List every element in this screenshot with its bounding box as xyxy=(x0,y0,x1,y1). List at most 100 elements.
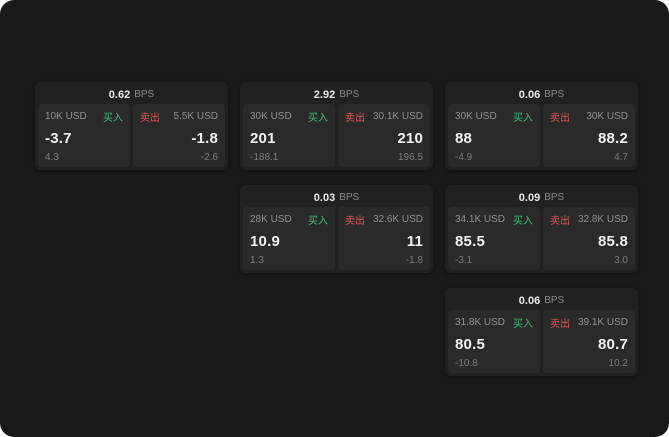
buy-label: 买入 xyxy=(308,113,328,124)
buy-price: 88 xyxy=(455,129,473,147)
sell-delta: 3.0 xyxy=(614,255,628,266)
buy-panel[interactable]: 31.8K USD 买入 80.5 -10.8 xyxy=(448,310,540,373)
spread-header: 0.09 BPS xyxy=(448,188,635,207)
sell-price: 85.8 xyxy=(598,232,628,250)
buy-panel[interactable]: 34.1K USD 买入 85.5 -3.1 xyxy=(448,207,540,270)
spread-header: 2.92 BPS xyxy=(243,85,430,104)
spread-header: 0.06 BPS xyxy=(448,85,635,104)
spread-value: 0.06 xyxy=(518,294,541,307)
bps-label: BPS xyxy=(134,89,155,100)
buy-delta: 4.3 xyxy=(45,152,59,163)
buy-label: 买入 xyxy=(513,319,533,330)
spread-value: 0.09 xyxy=(518,191,541,204)
buy-label: 买入 xyxy=(308,216,328,227)
spread-header: 0.62 BPS xyxy=(38,85,225,104)
buy-top-row: 30K USD 买入 xyxy=(250,109,328,124)
sell-panel[interactable]: 卖出 5.5K USD -1.8 -2.6 xyxy=(133,104,225,167)
sell-top-row: 卖出 5.5K USD xyxy=(140,109,218,124)
sell-delta: 10.2 xyxy=(608,358,628,369)
quote-body: 31.8K USD 买入 80.5 -10.8 卖出 39.1K USD 80.… xyxy=(448,310,635,373)
quote-card: 0.06 BPS 31.8K USD 买入 80.5 -10.8 卖出 39.1… xyxy=(445,288,638,376)
buy-size-label: 10K USD xyxy=(45,111,87,122)
quote-card: 2.92 BPS 30K USD 买入 201 -188.1 卖出 30.1K … xyxy=(240,82,433,170)
sell-panel[interactable]: 卖出 39.1K USD 80.7 10.2 xyxy=(543,310,635,373)
bps-label: BPS xyxy=(544,295,565,306)
buy-top-row: 30K USD 买入 xyxy=(455,109,533,124)
quote-body: 30K USD 买入 88 -4.9 卖出 30K USD 88.2 4.7 xyxy=(448,104,635,167)
sell-label: 卖出 xyxy=(550,319,570,330)
sell-label: 卖出 xyxy=(550,113,570,124)
buy-panel[interactable]: 30K USD 买入 201 -188.1 xyxy=(243,104,335,167)
sell-panel[interactable]: 卖出 32.6K USD 11 -1.8 xyxy=(338,207,430,270)
buy-top-row: 34.1K USD 买入 xyxy=(455,212,533,227)
sell-delta: 4.7 xyxy=(614,152,628,163)
sell-delta: -1.8 xyxy=(405,255,423,266)
buy-size-label: 31.8K USD xyxy=(455,317,506,328)
bps-label: BPS xyxy=(544,89,565,100)
sell-price: 88.2 xyxy=(598,129,628,147)
sell-top-row: 卖出 32.6K USD xyxy=(345,212,423,227)
spread-value: 0.62 xyxy=(108,88,131,101)
sell-panel[interactable]: 卖出 30K USD 88.2 4.7 xyxy=(543,104,635,167)
buy-delta: 1.3 xyxy=(250,255,264,266)
quote-body: 34.1K USD 买入 85.5 -3.1 卖出 32.8K USD 85.8… xyxy=(448,207,635,270)
buy-top-row: 28K USD 买入 xyxy=(250,212,328,227)
buy-price: 80.5 xyxy=(455,335,485,353)
sell-top-row: 卖出 32.8K USD xyxy=(550,212,628,227)
quote-body: 10K USD 买入 -3.7 4.3 卖出 5.5K USD -1.8 -2.… xyxy=(38,104,225,167)
bps-label: BPS xyxy=(544,192,565,203)
sell-size-label: 5.5K USD xyxy=(173,111,218,122)
bps-label: BPS xyxy=(339,89,360,100)
buy-size-label: 28K USD xyxy=(250,214,292,225)
spread-value: 0.03 xyxy=(313,191,336,204)
bps-label: BPS xyxy=(339,192,360,203)
sell-label: 卖出 xyxy=(140,113,160,124)
buy-size-label: 30K USD xyxy=(455,111,497,122)
buy-price: 201 xyxy=(250,129,276,147)
buy-delta: -3.1 xyxy=(455,255,473,266)
buy-panel[interactable]: 28K USD 买入 10.9 1.3 xyxy=(243,207,335,270)
buy-panel[interactable]: 30K USD 买入 88 -4.9 xyxy=(448,104,540,167)
buy-price: 85.5 xyxy=(455,232,485,250)
sell-size-label: 32.6K USD xyxy=(372,214,423,225)
sell-price: 210 xyxy=(397,129,423,147)
buy-price: -3.7 xyxy=(45,129,72,147)
sell-delta: 196.5 xyxy=(397,152,423,163)
sell-top-row: 卖出 30.1K USD xyxy=(345,109,423,124)
quote-card: 0.62 BPS 10K USD 买入 -3.7 4.3 卖出 5.5K USD xyxy=(35,82,228,170)
buy-delta: -188.1 xyxy=(250,152,279,163)
quote-body: 30K USD 买入 201 -188.1 卖出 30.1K USD 210 1… xyxy=(243,104,430,167)
buy-panel[interactable]: 10K USD 买入 -3.7 4.3 xyxy=(38,104,130,167)
buy-label: 买入 xyxy=(513,216,533,227)
buy-delta: -10.8 xyxy=(455,358,478,369)
sell-price: -1.8 xyxy=(191,129,218,147)
sell-label: 卖出 xyxy=(345,216,365,227)
spread-value: 2.92 xyxy=(313,88,336,101)
buy-top-row: 31.8K USD 买入 xyxy=(455,315,533,330)
quote-grid: 0.62 BPS 10K USD 买入 -3.7 4.3 卖出 5.5K USD xyxy=(35,82,638,376)
sell-label: 卖出 xyxy=(345,113,365,124)
sell-top-row: 卖出 30K USD xyxy=(550,109,628,124)
sell-price: 11 xyxy=(406,232,423,250)
spread-header: 0.03 BPS xyxy=(243,188,430,207)
sell-delta: -2.6 xyxy=(200,152,218,163)
buy-size-label: 30K USD xyxy=(250,111,292,122)
sell-panel[interactable]: 卖出 30.1K USD 210 196.5 xyxy=(338,104,430,167)
sell-panel[interactable]: 卖出 32.8K USD 85.8 3.0 xyxy=(543,207,635,270)
quote-card: 0.03 BPS 28K USD 买入 10.9 1.3 卖出 32.6K US… xyxy=(240,185,433,273)
buy-label: 买入 xyxy=(513,113,533,124)
buy-size-label: 34.1K USD xyxy=(455,214,506,225)
quote-card: 0.09 BPS 34.1K USD 买入 85.5 -3.1 卖出 32.8K… xyxy=(445,185,638,273)
quote-body: 28K USD 买入 10.9 1.3 卖出 32.6K USD 11 -1.8 xyxy=(243,207,430,270)
quote-card: 0.06 BPS 30K USD 买入 88 -4.9 卖出 30K USD xyxy=(445,82,638,170)
buy-top-row: 10K USD 买入 xyxy=(45,109,123,124)
sell-label: 卖出 xyxy=(550,216,570,227)
spread-value: 0.06 xyxy=(518,88,541,101)
spread-header: 0.06 BPS xyxy=(448,291,635,310)
sell-size-label: 30K USD xyxy=(586,111,628,122)
sell-top-row: 卖出 39.1K USD xyxy=(550,315,628,330)
sell-size-label: 32.8K USD xyxy=(577,214,628,225)
sell-size-label: 30.1K USD xyxy=(372,111,423,122)
sell-size-label: 39.1K USD xyxy=(577,317,628,328)
